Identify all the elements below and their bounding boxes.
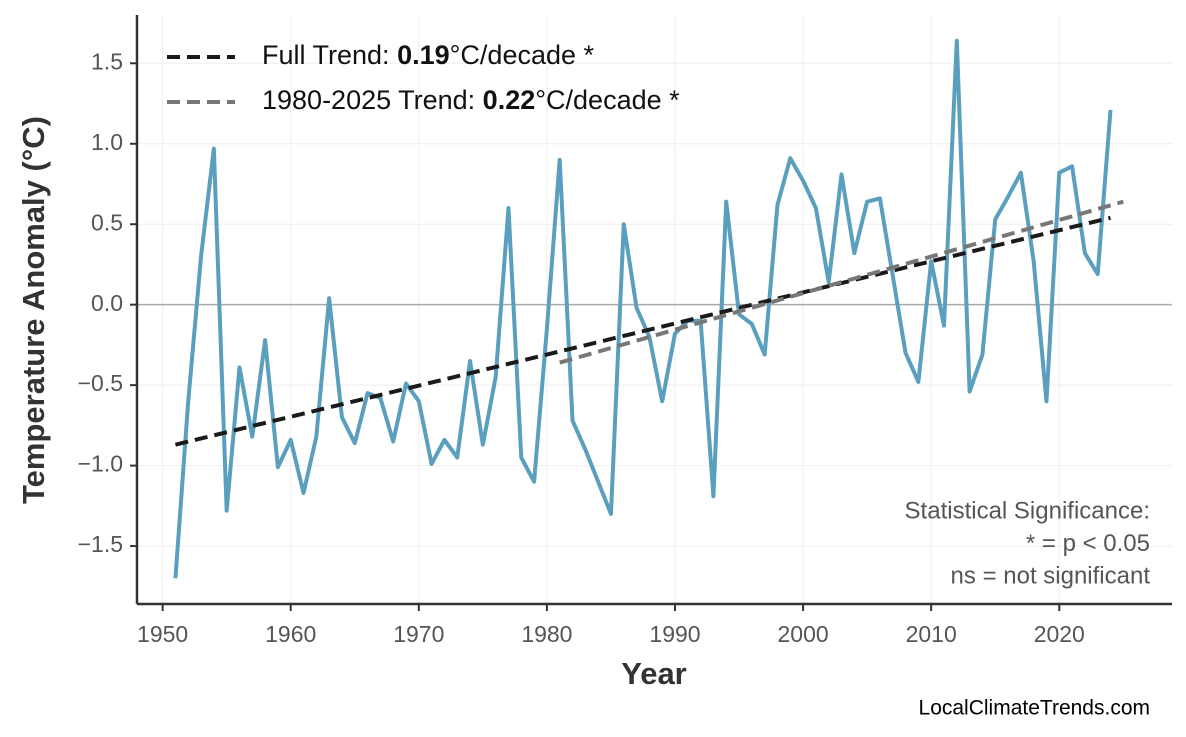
annotation: ns = not significant xyxy=(951,562,1151,589)
annotation: Statistical Significance: xyxy=(905,497,1150,524)
x-axis-title: Year xyxy=(621,656,687,691)
legend-label: Full Trend: 0.19°C/decade * xyxy=(262,40,595,70)
y-tick-label: −0.5 xyxy=(78,370,123,396)
trend-line xyxy=(174,215,1111,447)
legend-part: 0.22 xyxy=(483,85,536,115)
data-line xyxy=(173,38,1113,579)
annotation: * = p < 0.05 xyxy=(1026,530,1150,557)
legend-part: Full Trend: xyxy=(262,40,397,70)
y-tick-label: 1.5 xyxy=(91,48,123,74)
x-tick-label: 2000 xyxy=(778,621,829,647)
x-tick-label: 1980 xyxy=(521,621,572,647)
legend-label: 1980-2025 Trend: 0.22°C/decade * xyxy=(262,85,680,115)
x-tick-label: 1990 xyxy=(649,621,700,647)
x-tick-label: 1960 xyxy=(265,621,316,647)
legend-part: °C/decade * xyxy=(450,40,595,70)
y-axis-title: Temperature Anomaly (°C) xyxy=(16,116,51,504)
y-tick-label: −1.5 xyxy=(78,531,123,557)
legend-part: 1980-2025 Trend: xyxy=(262,85,483,115)
trend-line xyxy=(559,199,1124,365)
x-tick-label: 2020 xyxy=(1034,621,1085,647)
source: LocalClimateTrends.com xyxy=(919,697,1150,720)
y-tick-label: −1.0 xyxy=(78,451,123,477)
y-tick-label: 0.5 xyxy=(91,209,123,235)
legend-part: °C/decade * xyxy=(535,85,680,115)
x-tick-label: 1970 xyxy=(393,621,444,647)
y-tick-label: 0.0 xyxy=(91,290,123,316)
x-tick-label: 2010 xyxy=(906,621,957,647)
x-tick-label: 1950 xyxy=(137,621,188,647)
legend-part: 0.19 xyxy=(397,40,450,70)
y-tick-label: 1.0 xyxy=(91,129,123,155)
